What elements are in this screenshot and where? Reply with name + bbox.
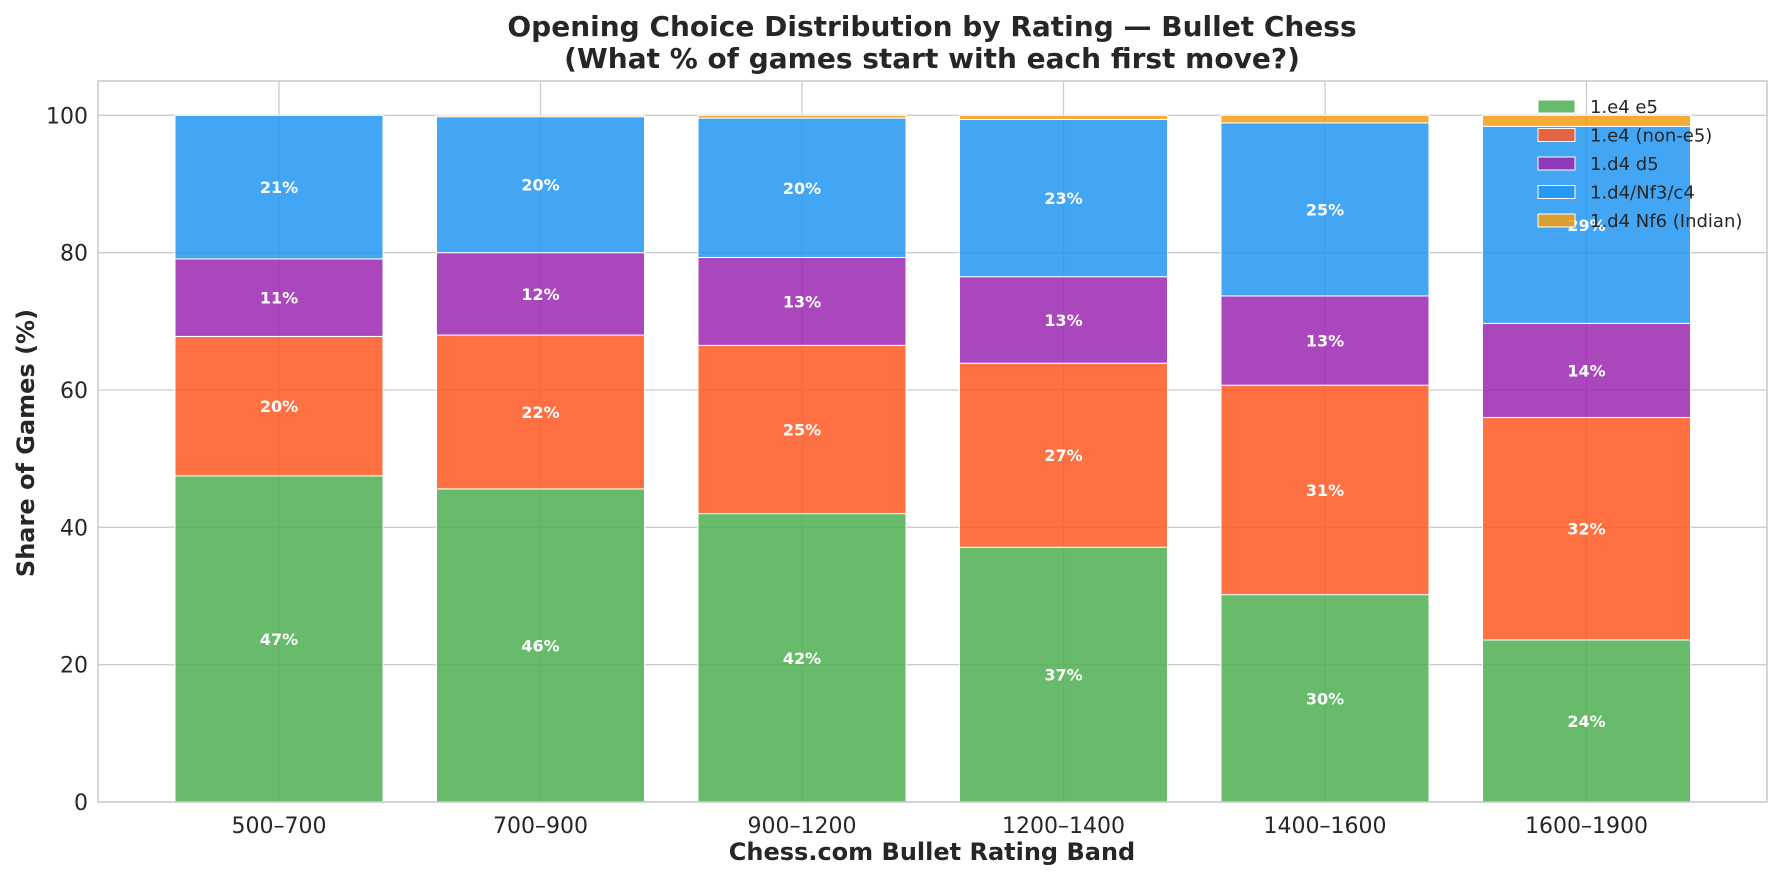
bar-value-label: 13%: [1044, 311, 1082, 330]
bar-value-label: 27%: [1044, 446, 1082, 465]
legend-swatch: [1537, 185, 1576, 199]
bar-segment: [697, 117, 907, 258]
bar-segment: [697, 344, 907, 515]
bar-segment: [1482, 416, 1691, 641]
bar-segment: [1482, 639, 1691, 803]
legend-label: 1.e4 (non-e5): [1590, 126, 1712, 147]
bar-value-label: 12%: [521, 285, 559, 304]
bar-value-label: 13%: [1306, 332, 1344, 351]
bar-value-label: 37%: [1044, 666, 1082, 685]
y-tick-label: 100: [46, 104, 88, 129]
x-tick-label: 1600–1900: [1525, 814, 1648, 839]
bar-segment: [1220, 122, 1430, 297]
legend: 1.e4 e5 1.e4 (non-e5) 1.d4 d5 1.d4/Nf3/c4 1.…: [1537, 97, 1742, 232]
bar-value-label: 21%: [260, 178, 298, 197]
bar-segment: [436, 488, 645, 803]
bar-value-label: 30%: [1306, 689, 1344, 708]
legend-label: 1.e4 e5: [1590, 97, 1658, 118]
bar-value-label: 14%: [1567, 361, 1605, 380]
bar-value-label: 22%: [521, 403, 559, 422]
y-tick-label: 40: [60, 516, 88, 541]
bar-value-label: 25%: [783, 420, 821, 439]
y-tick-label: 80: [60, 242, 88, 267]
legend-swatch: [1537, 213, 1576, 228]
bar-segment: [1220, 114, 1430, 124]
legend-label: 1.d4/Nf3/c4: [1590, 183, 1695, 204]
bar-segment: [959, 114, 1168, 120]
bar-segment: [697, 256, 907, 346]
y-axis-label: Share of Games (%): [12, 309, 40, 577]
bar-value-label: 13%: [783, 292, 821, 311]
chart-subtitle: (What % of games start with each first m…: [564, 42, 1300, 75]
bar-segment: [1482, 125, 1691, 324]
bar-segment: [436, 334, 645, 490]
bar-segment: [436, 114, 645, 118]
bar-value-label: 46%: [521, 636, 559, 655]
bar-value-label: 11%: [260, 289, 298, 308]
legend-label: 1.d4 Nf6 (Indian): [1590, 211, 1742, 232]
bar-value-label: 29%: [1567, 216, 1605, 235]
legend-swatch: [1537, 156, 1576, 171]
y-tick-label: 20: [60, 654, 88, 679]
plot-frame: [97, 80, 1768, 803]
bar-segment: [697, 513, 907, 803]
chart-title: Opening Choice Distribution by Rating — …: [507, 10, 1356, 43]
bar-segment: [436, 252, 645, 336]
bar-segment: [1220, 594, 1430, 803]
bar-segment: [1482, 322, 1691, 418]
bar-segment: [174, 258, 384, 337]
bar-segment: [1220, 295, 1430, 386]
bar-segment: [959, 546, 1168, 803]
x-tick-label: 1200–1400: [1002, 814, 1125, 839]
bar-value-label: 23%: [1044, 189, 1082, 208]
x-tick-label: 900–1200: [748, 814, 857, 839]
bar-value-label: 42%: [783, 649, 821, 668]
bar-segment: [436, 116, 645, 254]
bar-value-label: 31%: [1306, 481, 1344, 500]
bar-value-label: 25%: [1306, 200, 1344, 219]
plot-area: 0 20 40 60 80 100 500–700 700–900 900–1200 1200–1…: [46, 80, 1768, 839]
bar-value-label: 32%: [1567, 520, 1605, 539]
bar-segment: [174, 475, 384, 803]
legend-swatch: [1537, 99, 1576, 114]
bar-segment: [1220, 384, 1430, 596]
bar-segment: [174, 114, 384, 260]
bar-value-label: 47%: [260, 630, 298, 649]
x-tick-label: 1400–1600: [1264, 814, 1387, 839]
y-tick-label: 0: [74, 791, 88, 816]
y-tick-label: 60: [60, 379, 88, 404]
bar-value-label: 20%: [783, 179, 821, 198]
x-tick-label: 700–900: [493, 814, 588, 839]
legend-swatch: [1537, 128, 1576, 142]
bar-value-label: 20%: [260, 397, 298, 416]
bar-segment: [697, 114, 907, 119]
bar-segment: [959, 118, 1168, 278]
bar-value-label: 20%: [521, 176, 559, 195]
x-tick-label: 500–700: [232, 814, 327, 839]
bar-segment: [959, 276, 1168, 364]
legend-label: 1.d4 d5: [1590, 154, 1659, 175]
x-axis-label: Chess.com Bullet Rating Band: [729, 838, 1135, 866]
bar-value-label: 24%: [1567, 712, 1605, 731]
bar-segment: [959, 362, 1168, 548]
bar-segment: [1482, 114, 1691, 127]
